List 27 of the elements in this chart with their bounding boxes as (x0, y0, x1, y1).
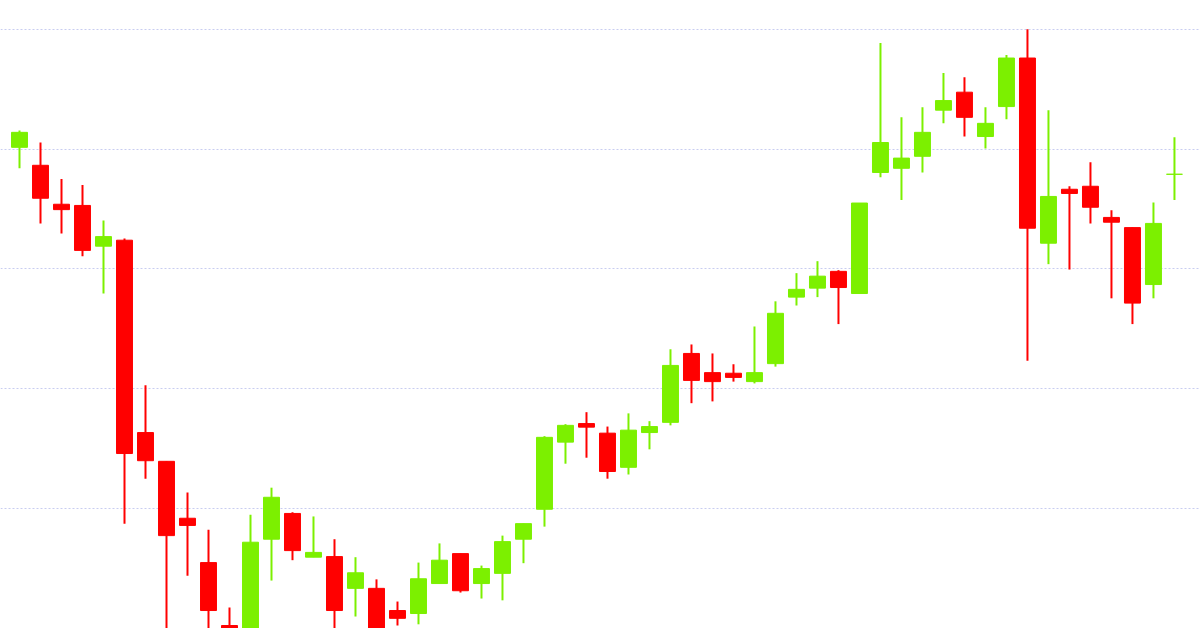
candlestick (641, 420, 658, 451)
candlestick (934, 72, 952, 125)
candlestick (704, 352, 721, 403)
candlestick (305, 515, 322, 559)
candlestick (95, 219, 112, 295)
candlestick (578, 411, 595, 459)
candlestick (221, 606, 238, 628)
candlestick (11, 129, 28, 170)
candlestick (557, 423, 574, 465)
candlestick (1060, 185, 1078, 271)
candlestick (179, 491, 196, 577)
candlestick (389, 600, 406, 627)
candlestick (892, 116, 910, 202)
candlestick (746, 325, 763, 385)
candlestick (431, 542, 448, 585)
candlestick (1165, 136, 1183, 202)
candlestick (515, 522, 532, 565)
candlestick (1081, 161, 1099, 225)
candlestick (829, 269, 847, 326)
candlestick (473, 564, 490, 600)
candlestick (53, 178, 70, 235)
candlestick (808, 260, 826, 299)
candlestick (788, 272, 805, 307)
candlestick (347, 556, 364, 618)
candlestick (976, 106, 994, 150)
candlestick (913, 106, 931, 174)
candlestick (1102, 209, 1120, 300)
